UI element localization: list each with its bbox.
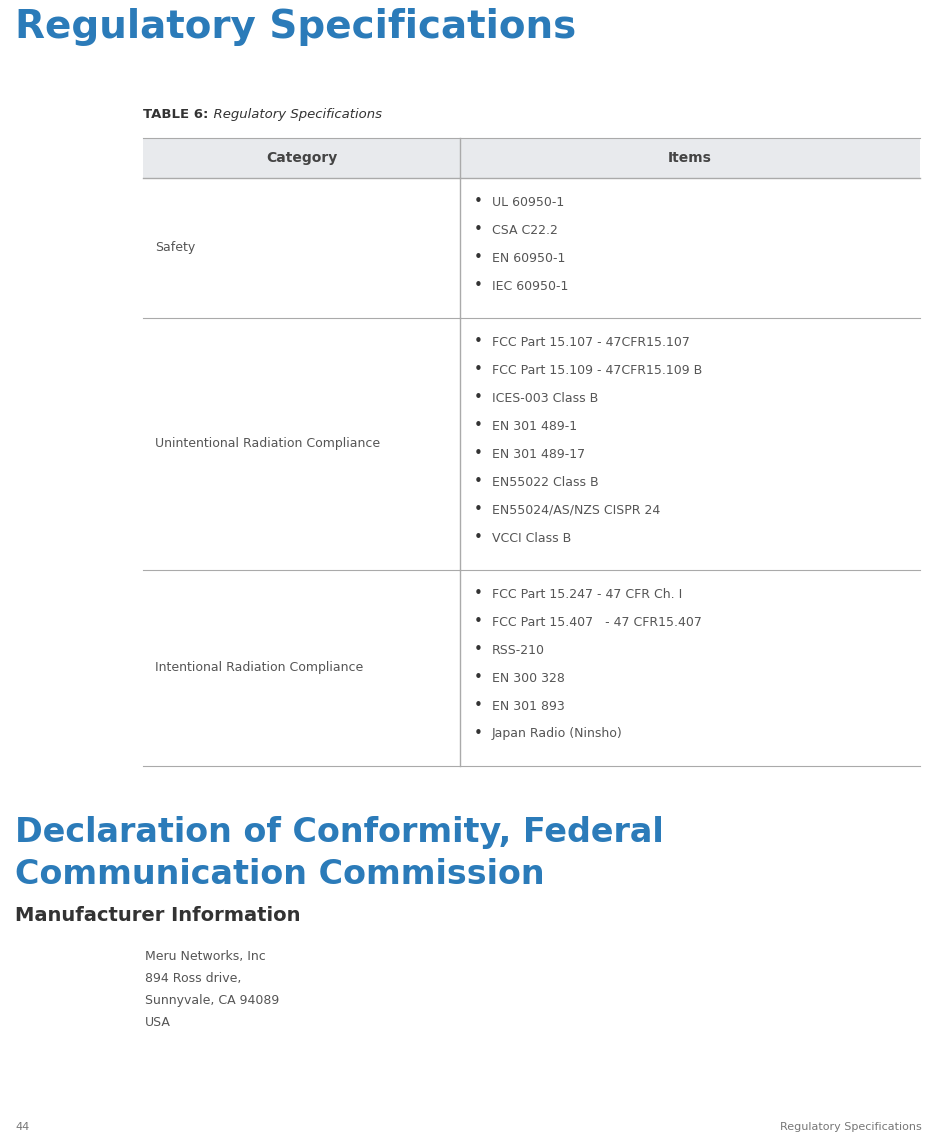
Text: FCC Part 15.247 - 47 CFR Ch. I: FCC Part 15.247 - 47 CFR Ch. I — [491, 587, 681, 601]
Text: Items: Items — [667, 151, 711, 164]
Text: •: • — [473, 447, 482, 461]
Text: •: • — [473, 279, 482, 293]
Text: •: • — [473, 335, 482, 349]
Text: 44: 44 — [15, 1121, 29, 1132]
Text: ICES-003 Class B: ICES-003 Class B — [491, 392, 597, 404]
Text: •: • — [473, 391, 482, 405]
Text: Category: Category — [266, 151, 337, 164]
Text: Declaration of Conformity, Federal: Declaration of Conformity, Federal — [15, 817, 663, 849]
Text: EN 60950-1: EN 60950-1 — [491, 251, 564, 265]
Text: •: • — [473, 194, 482, 209]
Text: EN 301 489-1: EN 301 489-1 — [491, 419, 577, 433]
Bar — [143, 570, 919, 766]
Text: •: • — [473, 474, 482, 490]
Text: UL 60950-1: UL 60950-1 — [491, 195, 563, 209]
Text: VCCI Class B: VCCI Class B — [491, 531, 571, 545]
Text: Communication Commission: Communication Commission — [15, 858, 544, 891]
Text: •: • — [473, 418, 482, 434]
Text: IEC 60950-1: IEC 60950-1 — [491, 280, 568, 292]
Text: Regulatory Specifications: Regulatory Specifications — [780, 1121, 921, 1132]
Text: Regulatory Specifications: Regulatory Specifications — [15, 8, 576, 46]
Bar — [143, 317, 919, 570]
Text: FCC Part 15.109 - 47CFR15.109 B: FCC Part 15.109 - 47CFR15.109 B — [491, 363, 701, 377]
Text: Intentional Radiation Compliance: Intentional Radiation Compliance — [154, 661, 363, 675]
Text: •: • — [473, 531, 482, 546]
Text: FCC Part 15.407   - 47 CFR15.407: FCC Part 15.407 - 47 CFR15.407 — [491, 616, 701, 628]
Text: Regulatory Specifications: Regulatory Specifications — [205, 108, 382, 121]
Text: RSS-210: RSS-210 — [491, 643, 545, 657]
Bar — [143, 178, 919, 317]
Text: 894 Ross drive,: 894 Ross drive, — [145, 972, 241, 986]
Text: EN 301 489-17: EN 301 489-17 — [491, 448, 584, 460]
Text: Meru Networks, Inc: Meru Networks, Inc — [145, 950, 266, 963]
Text: Manufacturer Information: Manufacturer Information — [15, 906, 300, 925]
Text: •: • — [473, 699, 482, 714]
Text: •: • — [473, 250, 482, 265]
Text: EN55022 Class B: EN55022 Class B — [491, 475, 598, 489]
Text: Unintentional Radiation Compliance: Unintentional Radiation Compliance — [154, 437, 380, 450]
Text: USA: USA — [145, 1016, 170, 1029]
Text: EN 301 893: EN 301 893 — [491, 700, 564, 713]
Text: •: • — [473, 587, 482, 602]
Bar — [143, 138, 919, 178]
Text: EN55024/AS/NZS CISPR 24: EN55024/AS/NZS CISPR 24 — [491, 504, 660, 516]
Text: Safety: Safety — [154, 241, 195, 255]
Text: CSA C22.2: CSA C22.2 — [491, 224, 557, 236]
Text: •: • — [473, 362, 482, 378]
Text: •: • — [473, 726, 482, 741]
Text: •: • — [473, 223, 482, 238]
Text: •: • — [473, 614, 482, 629]
Text: •: • — [473, 670, 482, 685]
Text: EN 300 328: EN 300 328 — [491, 671, 564, 684]
Text: TABLE 6:: TABLE 6: — [143, 108, 208, 121]
Text: Japan Radio (Ninsho): Japan Radio (Ninsho) — [491, 727, 622, 740]
Text: Sunnyvale, CA 94089: Sunnyvale, CA 94089 — [145, 994, 279, 1007]
Text: FCC Part 15.107 - 47CFR15.107: FCC Part 15.107 - 47CFR15.107 — [491, 336, 689, 348]
Text: •: • — [473, 502, 482, 517]
Text: •: • — [473, 643, 482, 658]
